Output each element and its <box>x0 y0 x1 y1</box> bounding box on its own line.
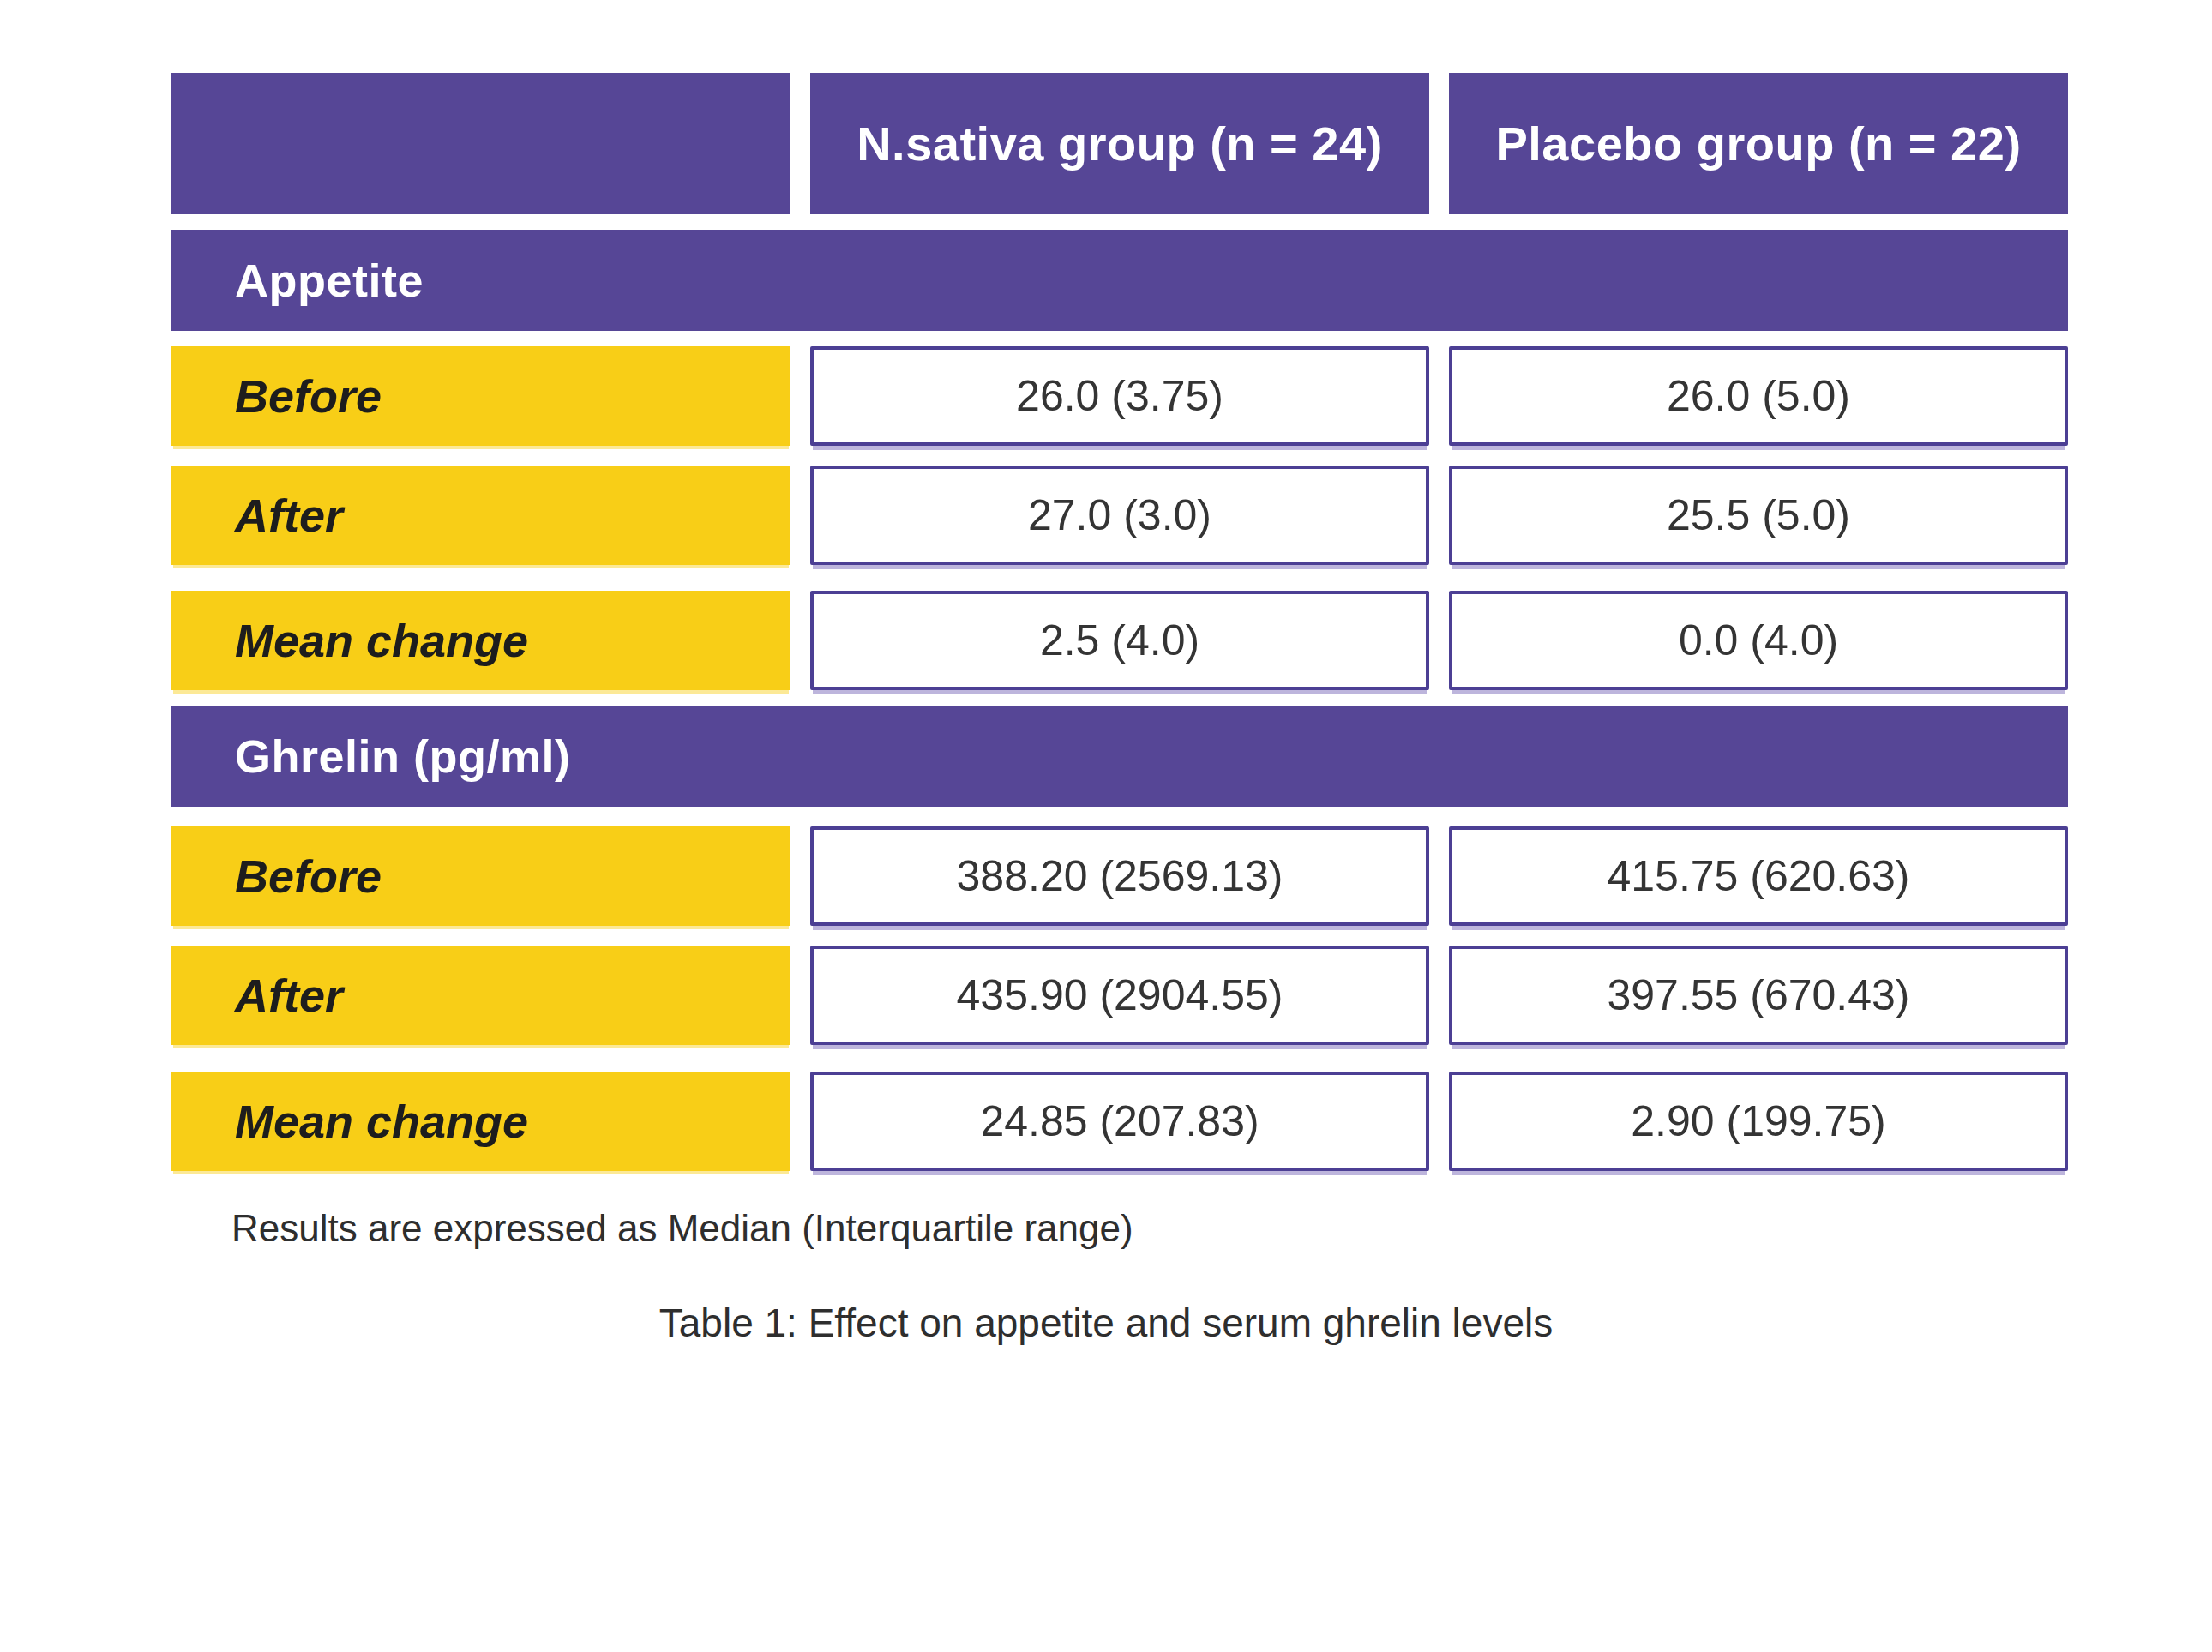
header-cell-nsativa-group: N.sativa group (n = 24) <box>810 73 1429 214</box>
section-title: Appetite <box>235 254 424 307</box>
cell-value: 2.90 (199.75) <box>1631 1096 1885 1146</box>
header-cell-placebo-group: Placebo group (n = 22) <box>1449 73 2068 214</box>
page: N.sativa group (n = 24) Placebo group (n… <box>0 0 2212 1652</box>
row-label-cell: Mean change <box>171 591 790 690</box>
header-label-nsativa: N.sativa group (n = 24) <box>857 116 1383 171</box>
table-row-ghrelin-after: After 435.90 (2904.55) 397.55 (670.43) <box>171 946 2068 1045</box>
section-band-ghrelin: Ghrelin (pg/ml) <box>171 706 2068 807</box>
cell-value: 2.5 (4.0) <box>1040 616 1199 665</box>
value-cell: 2.90 (199.75) <box>1449 1072 2068 1171</box>
header-cell-empty <box>171 73 790 214</box>
row-label: Before <box>235 850 382 903</box>
row-label-cell: Before <box>171 346 790 446</box>
value-cell: 26.0 (3.75) <box>810 346 1429 446</box>
cell-value: 397.55 (670.43) <box>1607 970 1909 1020</box>
value-cell: 26.0 (5.0) <box>1449 346 2068 446</box>
cell-value: 435.90 (2904.55) <box>957 970 1283 1020</box>
cell-value: 26.0 (5.0) <box>1667 371 1850 421</box>
value-cell: 435.90 (2904.55) <box>810 946 1429 1045</box>
row-label: Mean change <box>235 1095 528 1148</box>
table-caption: Table 1: Effect on appetite and serum gh… <box>0 1300 2212 1346</box>
header-label-placebo: Placebo group (n = 22) <box>1495 116 2021 171</box>
results-table: N.sativa group (n = 24) Placebo group (n… <box>171 73 2068 1171</box>
table-header-row: N.sativa group (n = 24) Placebo group (n… <box>171 73 2068 214</box>
row-label-cell: After <box>171 466 790 565</box>
section-title: Ghrelin (pg/ml) <box>235 730 571 783</box>
value-cell: 397.55 (670.43) <box>1449 946 2068 1045</box>
cell-value: 25.5 (5.0) <box>1667 490 1850 540</box>
row-label: Mean change <box>235 614 528 667</box>
cell-value: 388.20 (2569.13) <box>957 851 1283 901</box>
row-label: After <box>235 489 343 542</box>
table-footnote: Results are expressed as Median (Interqu… <box>231 1207 1133 1250</box>
row-label: Before <box>235 369 382 423</box>
cell-value: 415.75 (620.63) <box>1607 851 1909 901</box>
table-row-ghrelin-before: Before 388.20 (2569.13) 415.75 (620.63) <box>171 826 2068 926</box>
value-cell: 0.0 (4.0) <box>1449 591 2068 690</box>
row-label: After <box>235 969 343 1022</box>
table-row-appetite-mean-change: Mean change 2.5 (4.0) 0.0 (4.0) <box>171 591 2068 690</box>
cell-value: 26.0 (3.75) <box>1016 371 1223 421</box>
section-band-appetite: Appetite <box>171 230 2068 331</box>
cell-value: 27.0 (3.0) <box>1028 490 1211 540</box>
table-row-ghrelin-mean-change: Mean change 24.85 (207.83) 2.90 (199.75) <box>171 1072 2068 1171</box>
row-label-cell: After <box>171 946 790 1045</box>
table-row-appetite-after: After 27.0 (3.0) 25.5 (5.0) <box>171 466 2068 565</box>
value-cell: 24.85 (207.83) <box>810 1072 1429 1171</box>
cell-value: 0.0 (4.0) <box>1679 616 1838 665</box>
value-cell: 27.0 (3.0) <box>810 466 1429 565</box>
value-cell: 2.5 (4.0) <box>810 591 1429 690</box>
value-cell: 25.5 (5.0) <box>1449 466 2068 565</box>
value-cell: 388.20 (2569.13) <box>810 826 1429 926</box>
row-label-cell: Mean change <box>171 1072 790 1171</box>
cell-value: 24.85 (207.83) <box>980 1096 1259 1146</box>
row-label-cell: Before <box>171 826 790 926</box>
table-row-appetite-before: Before 26.0 (3.75) 26.0 (5.0) <box>171 346 2068 446</box>
value-cell: 415.75 (620.63) <box>1449 826 2068 926</box>
